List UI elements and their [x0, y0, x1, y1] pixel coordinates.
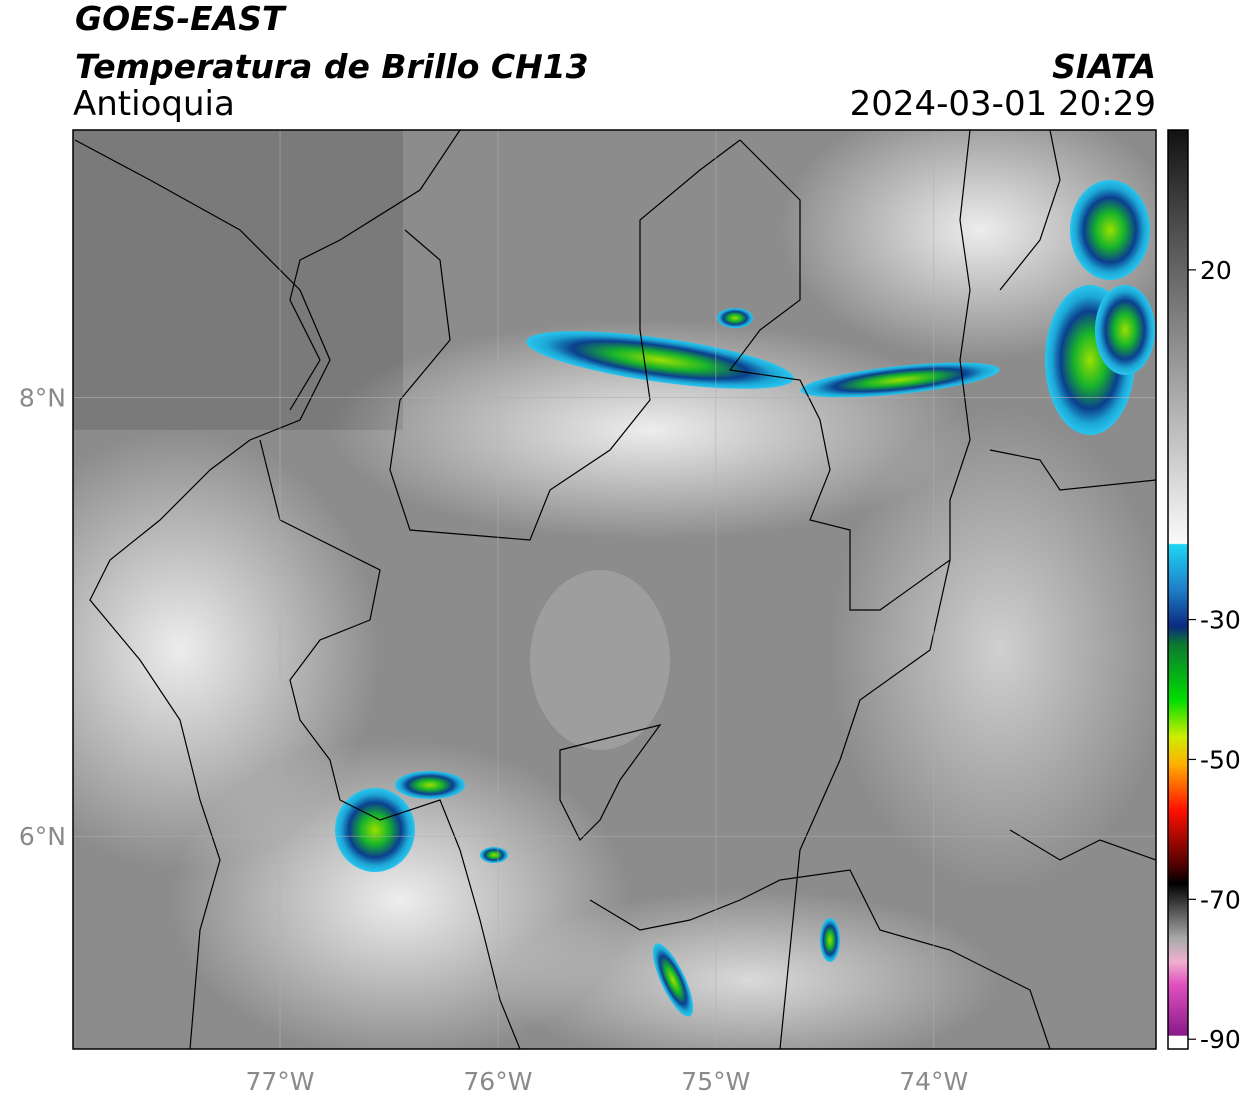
region: Antioquia — [73, 84, 235, 124]
axis-ticks: 77°W 76°W 75°W 74°W 6°N 8°N — [19, 384, 968, 1096]
colorbar — [1167, 129, 1189, 1050]
y-tick-label: 8°N — [19, 384, 66, 413]
subtitle: Temperatura de Brillo CH13 — [75, 47, 589, 86]
colorbar-tick-label: 20 — [1200, 256, 1232, 285]
satellite-image — [73, 130, 1156, 1049]
grid — [73, 130, 1156, 1049]
x-tick-label: 77°W — [245, 1067, 314, 1096]
title: GOES-EAST — [75, 0, 287, 38]
x-tick-label: 76°W — [463, 1067, 532, 1096]
colorbar-tick-label: -30 — [1200, 606, 1241, 635]
colorbar-tick-label: -70 — [1200, 885, 1241, 914]
source: SIATA — [1052, 47, 1156, 86]
y-tick-label: 6°N — [19, 822, 66, 851]
colorbar-tick-label: -90 — [1200, 1025, 1241, 1054]
colorbar-tick-label: -50 — [1200, 745, 1241, 774]
map-frame — [72, 129, 1157, 1050]
datetime: 2024-03-01 20:29 — [850, 84, 1156, 124]
x-tick-label: 75°W — [681, 1067, 750, 1096]
colorbar-ticks: 20 -30 -50 -70 -90 — [1188, 256, 1241, 1054]
x-tick-label: 74°W — [899, 1067, 968, 1096]
